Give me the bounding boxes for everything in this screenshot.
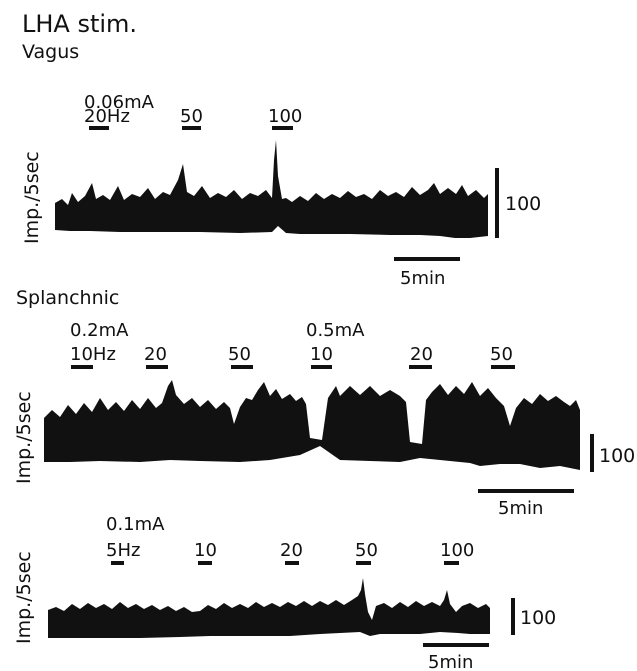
panel-third-stim-bar-1: [111, 561, 124, 565]
panel-third-time-bar: [423, 643, 489, 647]
panel-splanchnic-section-label: Splanchnic: [16, 287, 119, 309]
panel-splanchnic-stim-bar-6: [491, 365, 515, 369]
panel-vagus-section-label: Vagus: [22, 41, 79, 63]
panel-vagus-intensity-label: 0.06mA: [84, 92, 155, 113]
panel-splanchnic-freq-label-6: 50: [490, 344, 513, 365]
panel-splanchnic-trace: [44, 380, 580, 470]
panel-splanchnic-scale-value: 100: [599, 445, 635, 467]
panel-third: 0.1mA 5Hz 10 20 50 100 Imp./5sec 100 5mi…: [13, 514, 556, 671]
panel-splanchnic-stim-bar-2: [146, 365, 168, 369]
panel-splanchnic-intensity-1: 0.2mA: [70, 320, 129, 341]
panel-vagus-freq-label-3: 100: [268, 106, 302, 127]
panel-vagus-y-axis-label: Imp./5sec: [21, 151, 43, 244]
panel-vagus-trace: [55, 140, 488, 238]
panel-vagus-freq-label-2: 50: [180, 106, 203, 127]
panel-third-scale-bar: [511, 598, 515, 635]
panel-splanchnic-freq-label-2: 20: [144, 344, 167, 365]
panel-vagus-stim-bar-2: [182, 126, 201, 130]
panel-third-intensity-label: 0.1mA: [106, 514, 165, 535]
panel-vagus-scale-bar: [495, 168, 499, 238]
panel-third-trace: [48, 578, 490, 638]
panel-third-stim-bar-4: [356, 561, 371, 565]
panel-vagus-stim-bar-1: [89, 126, 109, 130]
panel-vagus-time-label: 5min: [400, 268, 445, 289]
panel-splanchnic-time-label: 5min: [498, 498, 543, 519]
panel-third-stim-bar-3: [285, 561, 299, 565]
panel-splanchnic-freq-label-1: 10Hz: [70, 344, 116, 365]
panel-third-freq-label-5: 100: [440, 540, 474, 561]
panel-splanchnic-stim-bar-1: [71, 365, 93, 369]
panel-third-freq-label-3: 20: [280, 540, 303, 561]
panel-third-stim-bar-5: [444, 561, 459, 565]
panel-vagus-stim-bar-3: [272, 126, 293, 130]
figure-title: LHA stim.: [22, 10, 137, 38]
panel-vagus-time-bar: [394, 257, 460, 261]
panel-splanchnic-intensity-2: 0.5mA: [306, 320, 365, 341]
panel-third-freq-label-2: 10: [194, 540, 217, 561]
panel-third-stim-bar-2: [198, 561, 212, 565]
panel-splanchnic: Splanchnic 0.2mA 0.5mA 10Hz 20 50 10 20 …: [13, 287, 635, 519]
panel-splanchnic-stim-bar-3: [231, 365, 253, 369]
panel-splanchnic-stim-bar-4: [311, 365, 332, 369]
panel-vagus-freq-label-1: 20Hz: [84, 106, 130, 127]
panel-splanchnic-time-bar: [478, 489, 574, 493]
panel-vagus: Vagus 0.06mA 20Hz 50 100 Imp./5sec 100 5…: [21, 41, 541, 289]
panel-third-scale-value: 100: [520, 607, 556, 629]
panel-splanchnic-freq-label-5: 20: [410, 344, 433, 365]
panel-third-freq-label-1: 5Hz: [106, 540, 140, 561]
panel-splanchnic-scale-bar: [590, 434, 594, 472]
panel-splanchnic-y-axis-label: Imp./5sec: [13, 391, 35, 484]
panel-splanchnic-stim-bar-5: [409, 365, 432, 369]
panel-third-y-axis-label: Imp./5sec: [13, 551, 35, 644]
panel-vagus-scale-value: 100: [505, 193, 541, 215]
panel-third-freq-label-4: 50: [355, 540, 378, 561]
panel-third-time-label: 5min: [428, 652, 473, 671]
panel-splanchnic-freq-label-3: 50: [228, 344, 251, 365]
panel-splanchnic-freq-label-4: 10: [310, 344, 333, 365]
